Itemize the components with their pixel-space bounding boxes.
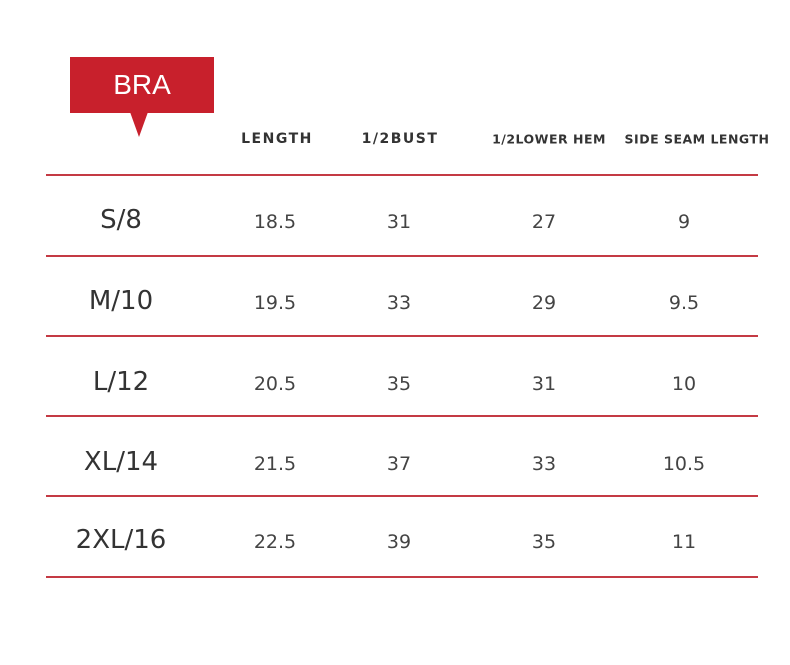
row-divider — [46, 415, 758, 417]
measurement: 19.5 — [253, 292, 297, 314]
measurement: 10 — [671, 373, 697, 395]
column-header: LENGTH — [241, 131, 313, 147]
measurement: 33 — [386, 292, 412, 314]
measurement: 39 — [386, 531, 412, 553]
table-label: BRA — [70, 57, 214, 113]
row-divider — [46, 335, 758, 337]
measurement: 29 — [531, 292, 557, 314]
size-label: 2XL/16 — [75, 525, 167, 555]
size-label: S/8 — [100, 205, 142, 235]
row-divider — [46, 576, 758, 578]
measurement: 35 — [386, 373, 412, 395]
measurement: 11 — [671, 531, 697, 553]
size-label: XL/14 — [83, 447, 159, 477]
measurement: 27 — [531, 211, 557, 233]
measurement: 9.5 — [668, 292, 700, 314]
size-label: L/12 — [92, 367, 150, 397]
measurement: 20.5 — [253, 373, 297, 395]
column-header: SIDE SEAM LENGTH — [624, 131, 770, 147]
measurement: 22.5 — [253, 531, 297, 553]
badge-pointer — [130, 112, 148, 137]
row-divider — [46, 174, 758, 176]
measurement: 35 — [531, 531, 557, 553]
row-divider — [46, 255, 758, 257]
measurement: 10.5 — [662, 453, 706, 475]
measurement: 21.5 — [253, 453, 297, 475]
column-header: 1/2BUST — [361, 131, 439, 147]
measurement: 18.5 — [253, 211, 297, 233]
size-label: M/10 — [88, 286, 154, 316]
measurement: 33 — [531, 453, 557, 475]
measurement: 31 — [531, 373, 557, 395]
measurement: 9 — [677, 211, 691, 233]
row-divider — [46, 495, 758, 497]
measurement: 37 — [386, 453, 412, 475]
column-header: 1/2LOWER HEM — [492, 131, 606, 147]
measurement: 31 — [386, 211, 412, 233]
